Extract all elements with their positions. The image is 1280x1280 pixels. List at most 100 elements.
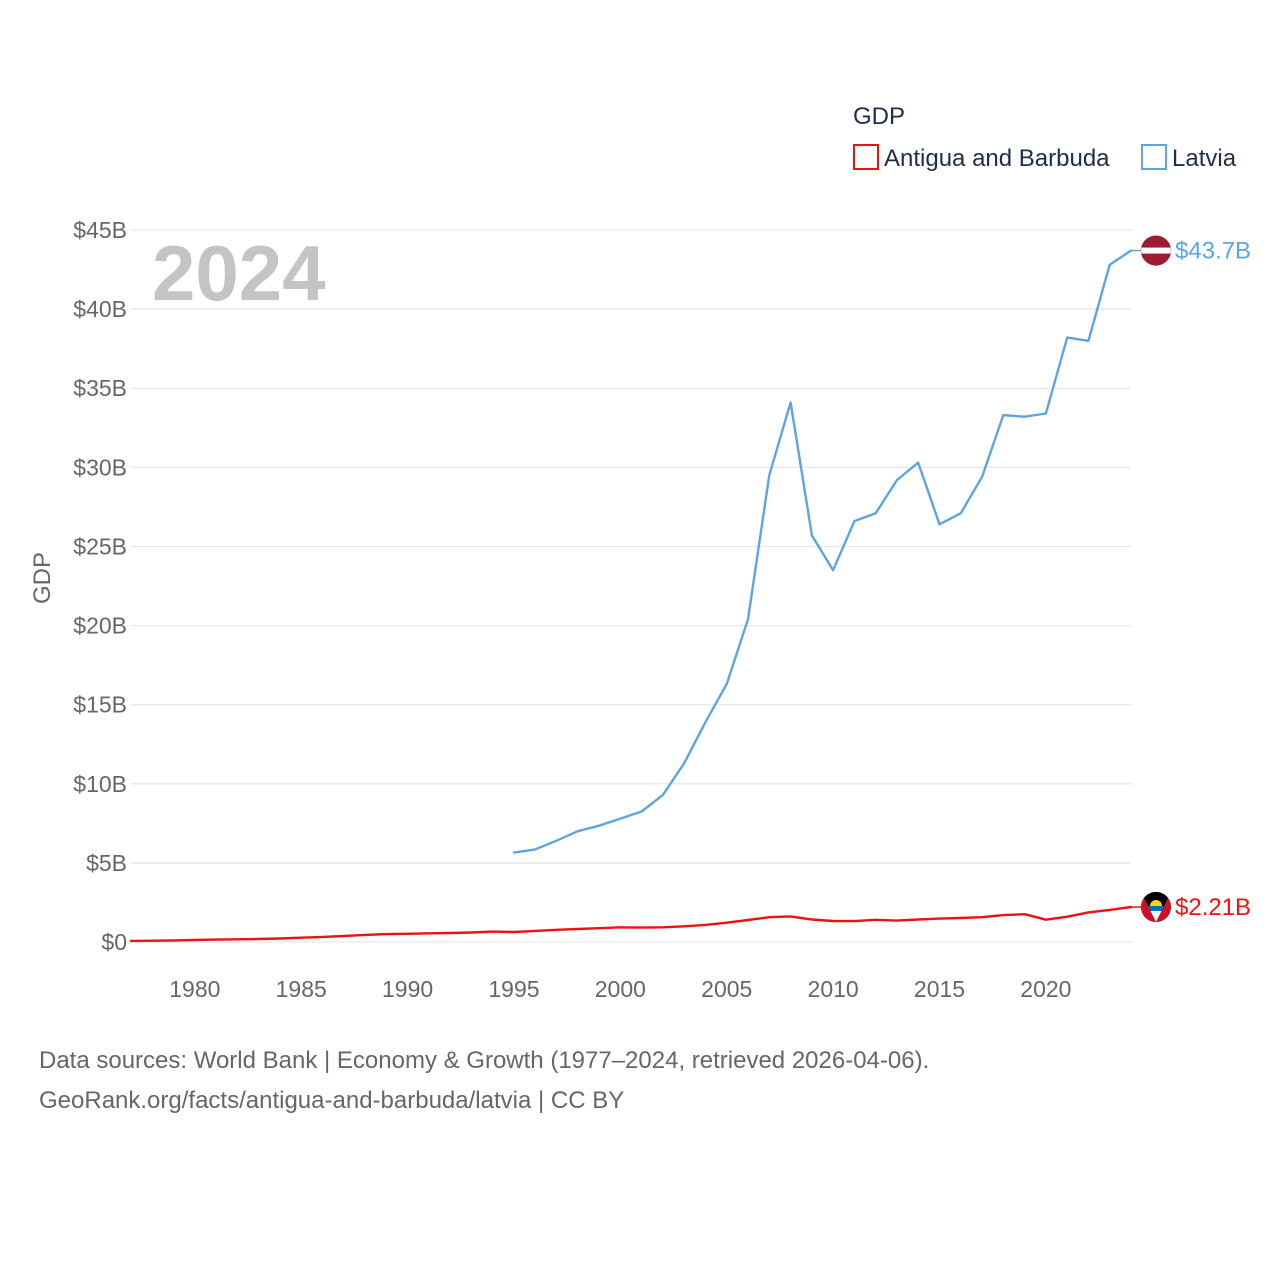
data-point <box>725 921 729 925</box>
legend-swatch-latvia <box>1141 144 1167 170</box>
data-point <box>980 475 984 479</box>
y-tick-label: $30B <box>73 454 127 480</box>
data-point <box>299 936 303 940</box>
x-tick-label: 1995 <box>488 976 539 1002</box>
data-point <box>661 793 665 797</box>
end-value-label: $43.7B <box>1175 238 1251 265</box>
data-point <box>320 935 324 939</box>
data-point <box>618 817 622 821</box>
data-point <box>172 938 176 942</box>
data-point <box>597 926 601 930</box>
latvia-flag-icon <box>1140 235 1172 267</box>
data-point <box>512 930 516 934</box>
data-source-text: Data sources: World Bank | Economy & Gro… <box>39 1047 929 1074</box>
x-tick-label: 2020 <box>1020 976 1071 1002</box>
data-point <box>725 682 729 686</box>
x-tick-label: 2005 <box>701 976 752 1002</box>
y-axis-ticks: $0 $5B $10B $15B $20B $25B $30B $35B $40B $45B <box>73 217 127 955</box>
x-tick-label: 2000 <box>595 976 646 1002</box>
data-point <box>512 851 516 855</box>
data-point <box>1023 912 1027 916</box>
data-point <box>980 915 984 919</box>
data-point <box>789 914 793 918</box>
data-point <box>576 927 580 931</box>
x-tick-label: 2010 <box>808 976 859 1002</box>
data-point <box>1086 339 1090 343</box>
data-point <box>831 568 835 572</box>
data-point <box>384 932 388 936</box>
data-point <box>767 915 771 919</box>
data-point <box>448 931 452 935</box>
current-year-label: 2024 <box>152 229 326 317</box>
series-line-latvia <box>512 249 1133 854</box>
y-tick-label: $10B <box>73 771 127 797</box>
legend-item-latvia[interactable]: Latvia <box>1141 144 1237 172</box>
data-point <box>938 522 942 526</box>
data-point <box>895 478 899 482</box>
data-point <box>682 924 686 928</box>
data-point <box>661 925 665 929</box>
y-tick-label: $20B <box>73 613 127 639</box>
data-point <box>193 938 197 942</box>
data-point <box>214 938 218 942</box>
data-point <box>874 511 878 515</box>
data-point <box>640 809 644 813</box>
data-point <box>1065 915 1069 919</box>
data-point <box>576 829 580 833</box>
legend-title: GDP <box>853 103 905 130</box>
data-point <box>746 617 750 621</box>
y-tick-label: $45B <box>73 217 127 243</box>
data-point <box>235 937 239 941</box>
data-point <box>1044 918 1048 922</box>
legend-label-antigua: Antigua and Barbuda <box>884 145 1110 172</box>
data-point <box>810 918 814 922</box>
legend-swatch-antigua <box>853 144 879 170</box>
y-tick-label: $35B <box>73 375 127 401</box>
x-axis-ticks: 1980 1985 1990 1995 2000 2005 2010 2015 2020 <box>169 976 1071 1002</box>
y-tick-label: $0 <box>101 929 127 955</box>
data-point <box>129 939 133 943</box>
data-point <box>257 937 261 941</box>
x-tick-label: 2015 <box>914 976 965 1002</box>
data-point <box>1044 412 1048 416</box>
data-point <box>1108 263 1112 267</box>
data-point <box>533 847 537 851</box>
y-tick-label: $40B <box>73 296 127 322</box>
source-url-text[interactable]: GeoRank.org/facts/antigua-and-barbuda/la… <box>39 1087 624 1114</box>
gridlines <box>131 229 1131 943</box>
data-point <box>1023 415 1027 419</box>
series-end-markers: $2.21B $43.7B <box>1131 235 1251 923</box>
data-point <box>874 918 878 922</box>
data-point <box>150 939 154 943</box>
data-point <box>533 929 537 933</box>
data-point <box>682 761 686 765</box>
data-point <box>1001 913 1005 917</box>
series-line-antigua <box>129 905 1133 943</box>
data-point <box>895 919 899 923</box>
data-point <box>406 932 410 936</box>
data-point <box>746 918 750 922</box>
data-point <box>342 934 346 938</box>
x-tick-label: 1990 <box>382 976 433 1002</box>
data-point <box>916 918 920 922</box>
legend-item-antigua[interactable]: Antigua and Barbuda <box>853 144 1110 172</box>
y-tick-label: $5B <box>86 850 127 876</box>
legend-label-latvia: Latvia <box>1172 145 1237 172</box>
x-tick-label: 1985 <box>276 976 327 1002</box>
data-point <box>618 925 622 929</box>
data-point <box>597 824 601 828</box>
data-point <box>1086 910 1090 914</box>
data-point <box>938 917 942 921</box>
data-point <box>363 933 367 937</box>
data-point <box>831 919 835 923</box>
y-axis-title: GDP <box>29 552 56 604</box>
data-point <box>1108 908 1112 912</box>
data-point <box>427 931 431 935</box>
series-lines <box>129 249 1133 943</box>
data-point <box>703 720 707 724</box>
data-point <box>278 937 282 941</box>
data-point <box>959 916 963 920</box>
y-tick-label: $15B <box>73 692 127 718</box>
data-point <box>959 511 963 515</box>
data-point <box>469 931 473 935</box>
